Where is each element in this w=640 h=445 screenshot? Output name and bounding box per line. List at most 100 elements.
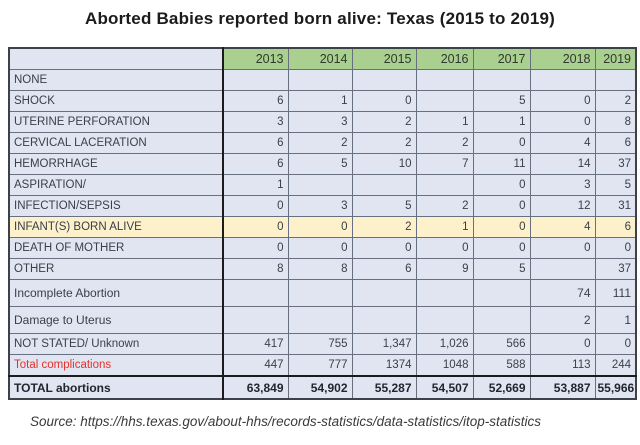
value-cell: 1 [472, 111, 531, 133]
year-header: 2015 [351, 47, 417, 70]
value-cell [529, 69, 596, 91]
value-cell: 0 [222, 237, 289, 259]
value-cell: 6 [222, 153, 289, 175]
value-cell: 777 [287, 354, 353, 377]
row-label-cell: Damage to Uterus [8, 306, 224, 334]
row-label-cell: CERVICAL LACERATION [8, 132, 224, 154]
corner-cell [8, 47, 224, 70]
value-cell: 1 [222, 174, 289, 196]
value-cell: 10 [351, 153, 417, 175]
table-row: TOTAL abortions 63,849 54,902 55,287 54,507 5… [8, 375, 637, 400]
row-label-cell: TOTAL abortions [8, 375, 224, 400]
value-cell [415, 306, 474, 334]
value-cell: 14 [529, 153, 596, 175]
value-cell: 8 [594, 111, 637, 133]
value-cell: 0 [222, 216, 289, 238]
value-cell [222, 69, 289, 91]
value-cell [529, 258, 596, 280]
value-cell [472, 279, 531, 307]
year-header: 2014 [287, 47, 353, 70]
value-cell: 5 [472, 258, 531, 280]
row-label-cell: UTERINE PERFORATION [8, 111, 224, 133]
value-cell: 53,887 [529, 375, 596, 400]
value-cell: 5 [594, 174, 637, 196]
value-cell: 0 [351, 90, 417, 112]
value-cell: 52,669 [472, 375, 531, 400]
value-cell: 37 [594, 258, 637, 280]
value-cell: 447 [222, 354, 289, 377]
value-cell [415, 69, 474, 91]
table-row: UTERINE PERFORATION 3 3 2 1 1 0 8 [8, 111, 637, 133]
value-cell: 111 [594, 279, 637, 307]
value-cell: 1 [415, 216, 474, 238]
table-row: Damage to Uterus 2 1 [8, 306, 637, 334]
value-cell: 244 [594, 354, 637, 377]
value-cell: 1 [415, 111, 474, 133]
value-cell: 2 [594, 90, 637, 112]
value-cell: 12 [529, 195, 596, 217]
value-cell [287, 69, 353, 91]
value-cell: 0 [594, 237, 637, 259]
row-label-cell: DEATH OF MOTHER [8, 237, 224, 259]
value-cell: 566 [472, 333, 531, 355]
value-cell: 0 [529, 333, 596, 355]
value-cell [222, 279, 289, 307]
value-cell [415, 279, 474, 307]
value-cell [415, 90, 474, 112]
value-cell: 1 [287, 90, 353, 112]
value-cell: 0 [529, 237, 596, 259]
value-cell: 5 [351, 195, 417, 217]
value-cell [594, 69, 637, 91]
value-cell: 755 [287, 333, 353, 355]
value-cell: 0 [529, 111, 596, 133]
value-cell: 0 [594, 333, 637, 355]
source-citation: Source: https://hhs.texas.gov/about-hhs/… [30, 414, 541, 429]
value-cell: 9 [415, 258, 474, 280]
year-header: 2013 [222, 47, 289, 70]
value-cell: 2 [351, 132, 417, 154]
value-cell [287, 306, 353, 334]
value-cell: 0 [222, 195, 289, 217]
value-cell: 5 [472, 90, 531, 112]
row-label-cell: OTHER [8, 258, 224, 280]
value-cell [472, 306, 531, 334]
value-cell: 417 [222, 333, 289, 355]
value-cell [351, 306, 417, 334]
row-label-cell: Incomplete Abortion [8, 279, 224, 307]
value-cell: 54,902 [287, 375, 353, 400]
value-cell [472, 69, 531, 91]
value-cell: 6 [222, 90, 289, 112]
value-cell: 7 [415, 153, 474, 175]
value-cell: 3 [222, 111, 289, 133]
value-cell: 1048 [415, 354, 474, 377]
table-body: NONE SHOCK 6 1 0 5 0 2 UTERINE PERFORATION 3 3 2 1 1 0… [8, 69, 637, 400]
row-label-cell: SHOCK [8, 90, 224, 112]
value-cell: 3 [287, 195, 353, 217]
row-label-cell: NOT STATED/ Unknown [8, 333, 224, 355]
value-cell: 74 [529, 279, 596, 307]
value-cell: 6 [222, 132, 289, 154]
table-row: INFECTION/SEPSIS 0 3 5 2 0 12 31 [8, 195, 637, 217]
table-row: HEMORRHAGE 6 5 10 7 11 14 37 [8, 153, 637, 175]
row-label-cell: HEMORRHAGE [8, 153, 224, 175]
complications-table: 2013 2014 2015 2016 2017 2018 2019 NONE SHOCK 6 1… [8, 47, 637, 400]
value-cell: 1,026 [415, 333, 474, 355]
value-cell: 2 [351, 111, 417, 133]
value-cell: 0 [415, 237, 474, 259]
value-cell [415, 174, 474, 196]
value-cell: 1 [594, 306, 637, 334]
value-cell: 4 [529, 132, 596, 154]
table-row: OTHER 8 8 6 9 5 37 [8, 258, 637, 280]
table-row: NONE [8, 69, 637, 91]
value-cell: 4 [529, 216, 596, 238]
value-cell: 63,849 [222, 375, 289, 400]
value-cell: 1,347 [351, 333, 417, 355]
table-row: INFANT(S) BORN ALIVE 0 0 2 1 0 4 6 [8, 216, 637, 238]
year-header: 2016 [415, 47, 474, 70]
row-label-cell: ASPIRATION/ [8, 174, 224, 196]
value-cell: 2 [529, 306, 596, 334]
value-cell [351, 279, 417, 307]
table-row: Total complications 447 777 1374 1048 588 113 2… [8, 354, 637, 377]
table-row: CERVICAL LACERATION 6 2 2 2 0 4 6 [8, 132, 637, 154]
